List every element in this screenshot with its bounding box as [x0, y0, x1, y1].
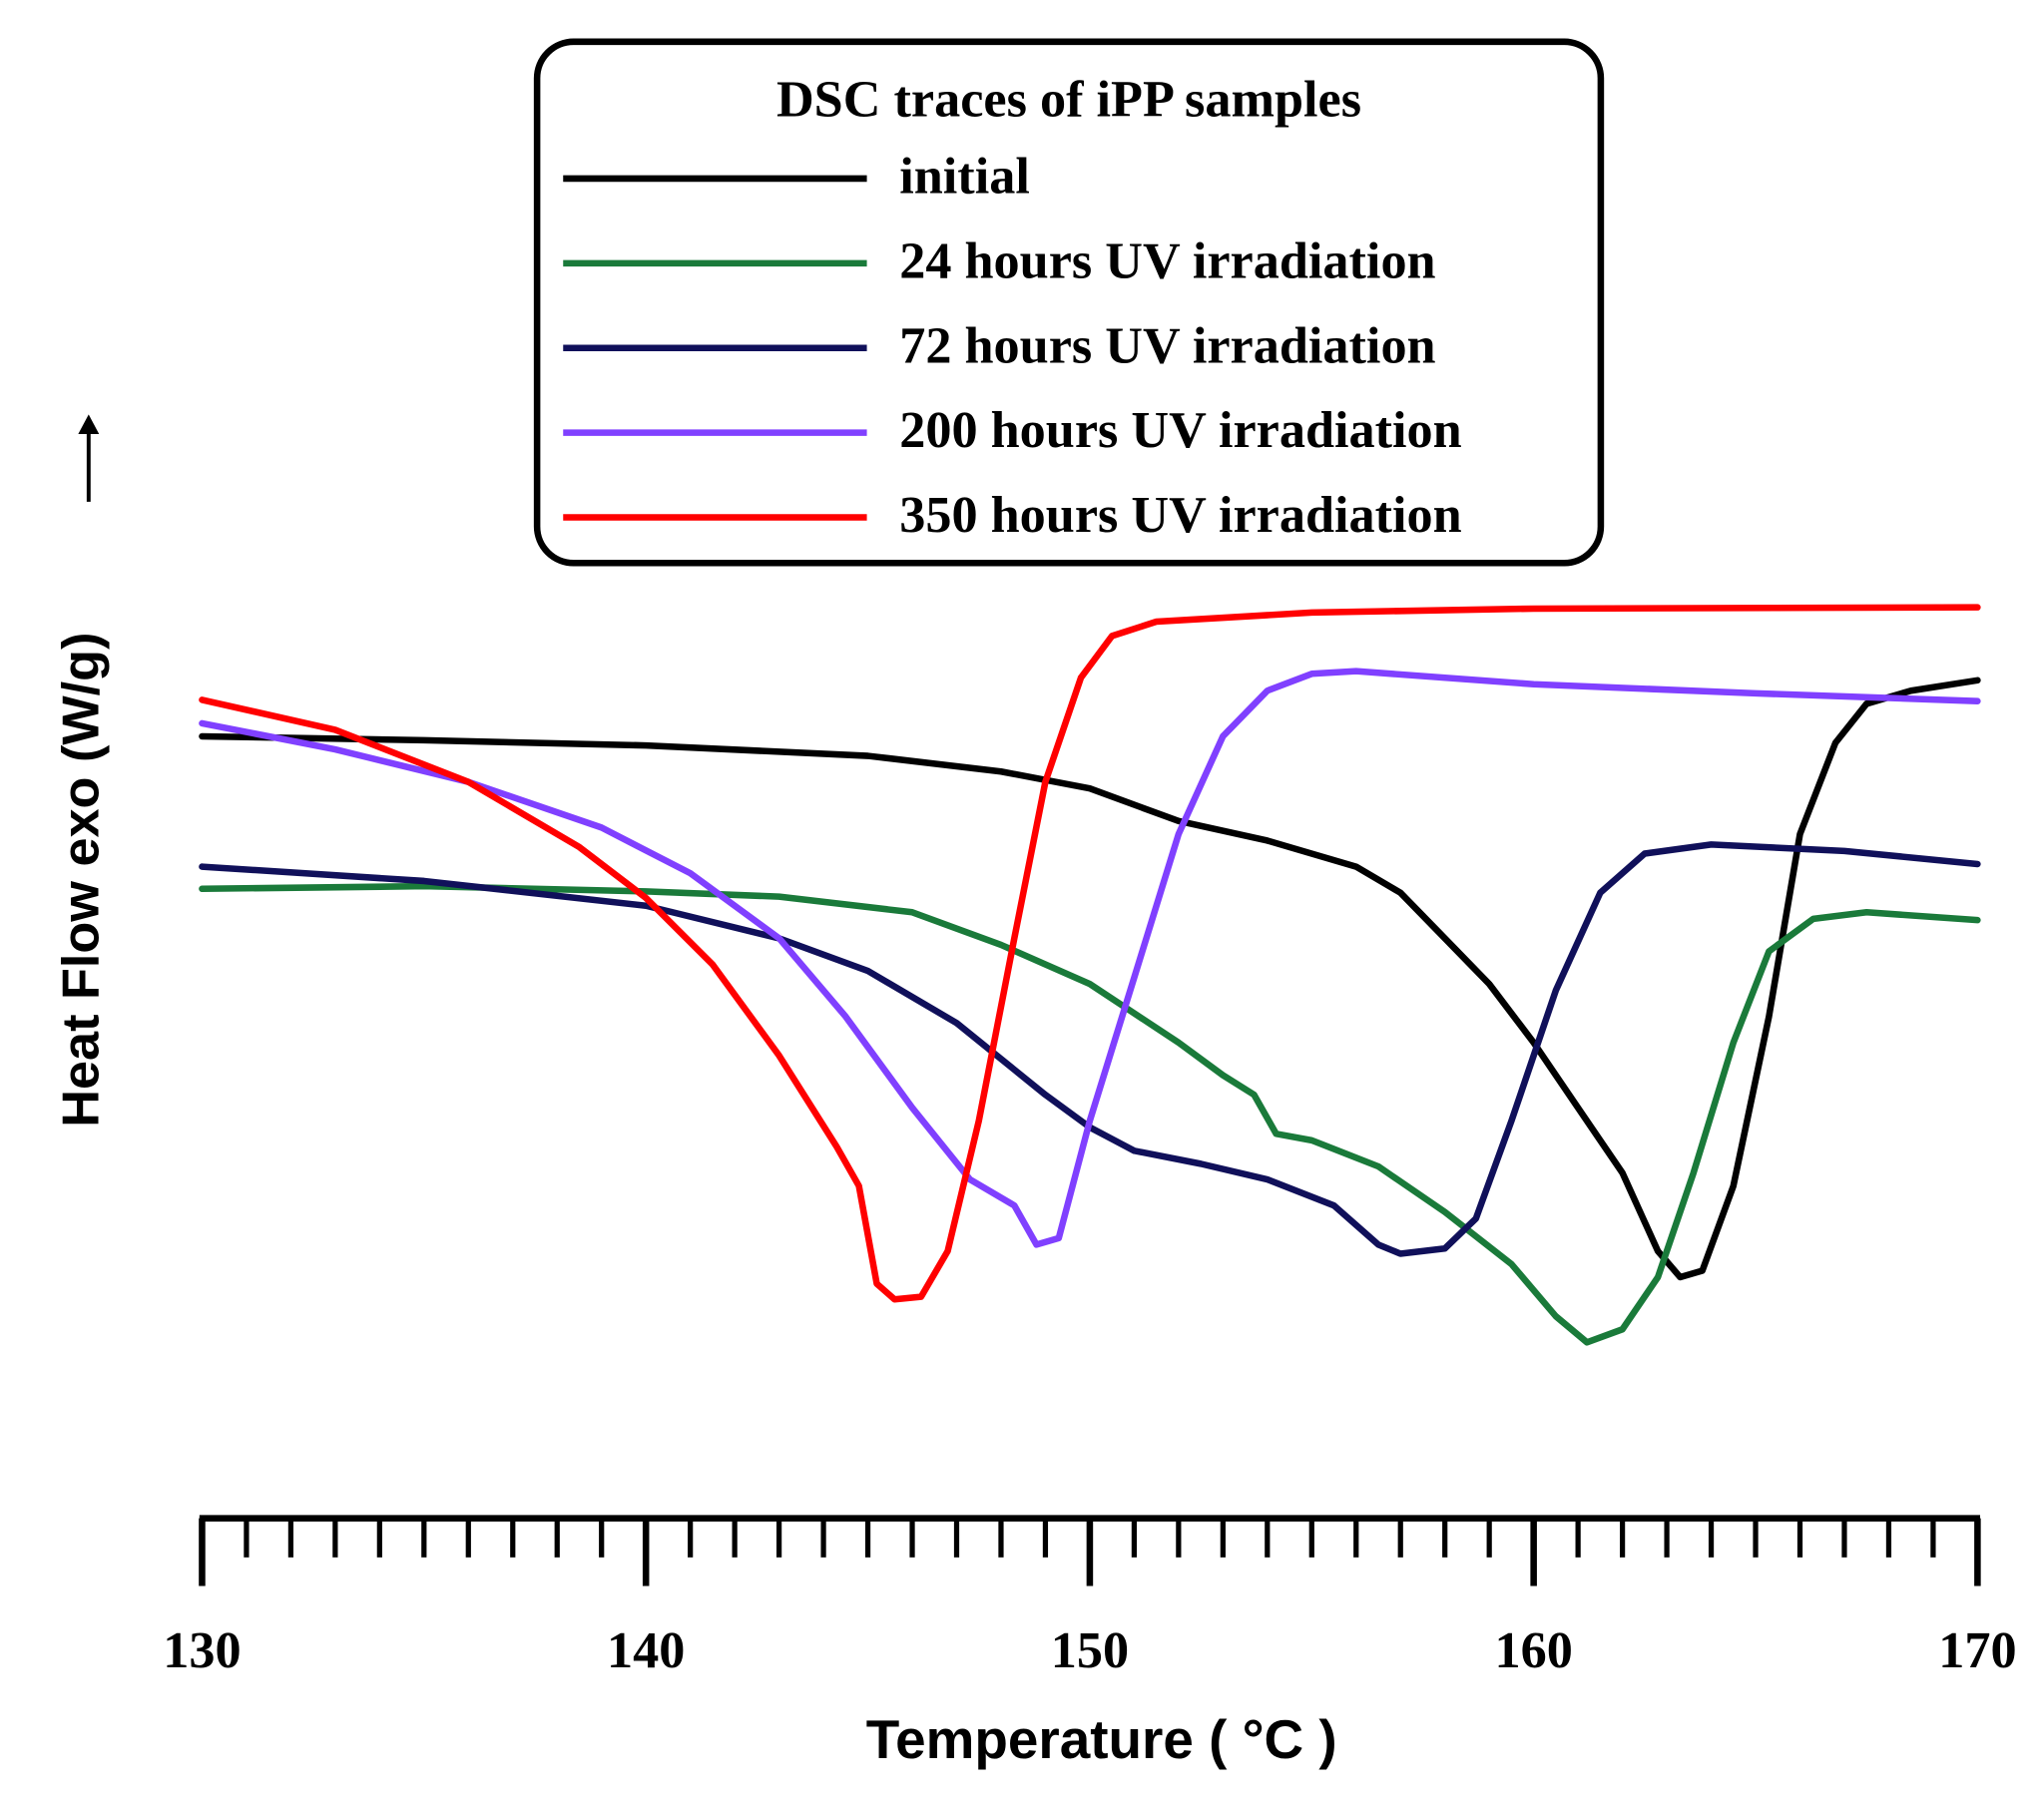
x-tick-label: 140 [607, 1621, 685, 1679]
y-axis-label: Heat Flow exo (W/g) [53, 633, 111, 1128]
x-tick-label: 170 [1938, 1621, 2016, 1679]
legend-label: 72 hours UV irradiation [899, 316, 1435, 374]
series-line [199, 841, 1981, 1257]
x-tick-label: 130 [163, 1621, 241, 1679]
x-tick-label: 160 [1494, 1621, 1572, 1679]
series-line [199, 604, 1981, 1303]
legend-label: 350 hours UV irradiation [899, 486, 1462, 544]
y-arrow-head [78, 414, 100, 434]
x-tick-label: 150 [1051, 1621, 1129, 1679]
legend-label: initial [899, 148, 1030, 206]
legend-label: 200 hours UV irradiation [899, 401, 1462, 459]
series-line [199, 677, 1981, 1281]
legend-label: 24 hours UV irradiation [899, 231, 1435, 289]
legend-title: DSC traces of iPP samples [776, 70, 1361, 128]
x-axis-label: Temperature ( °C ) [866, 1708, 1337, 1770]
series-line [199, 668, 1981, 1248]
series-line [199, 882, 1981, 1346]
